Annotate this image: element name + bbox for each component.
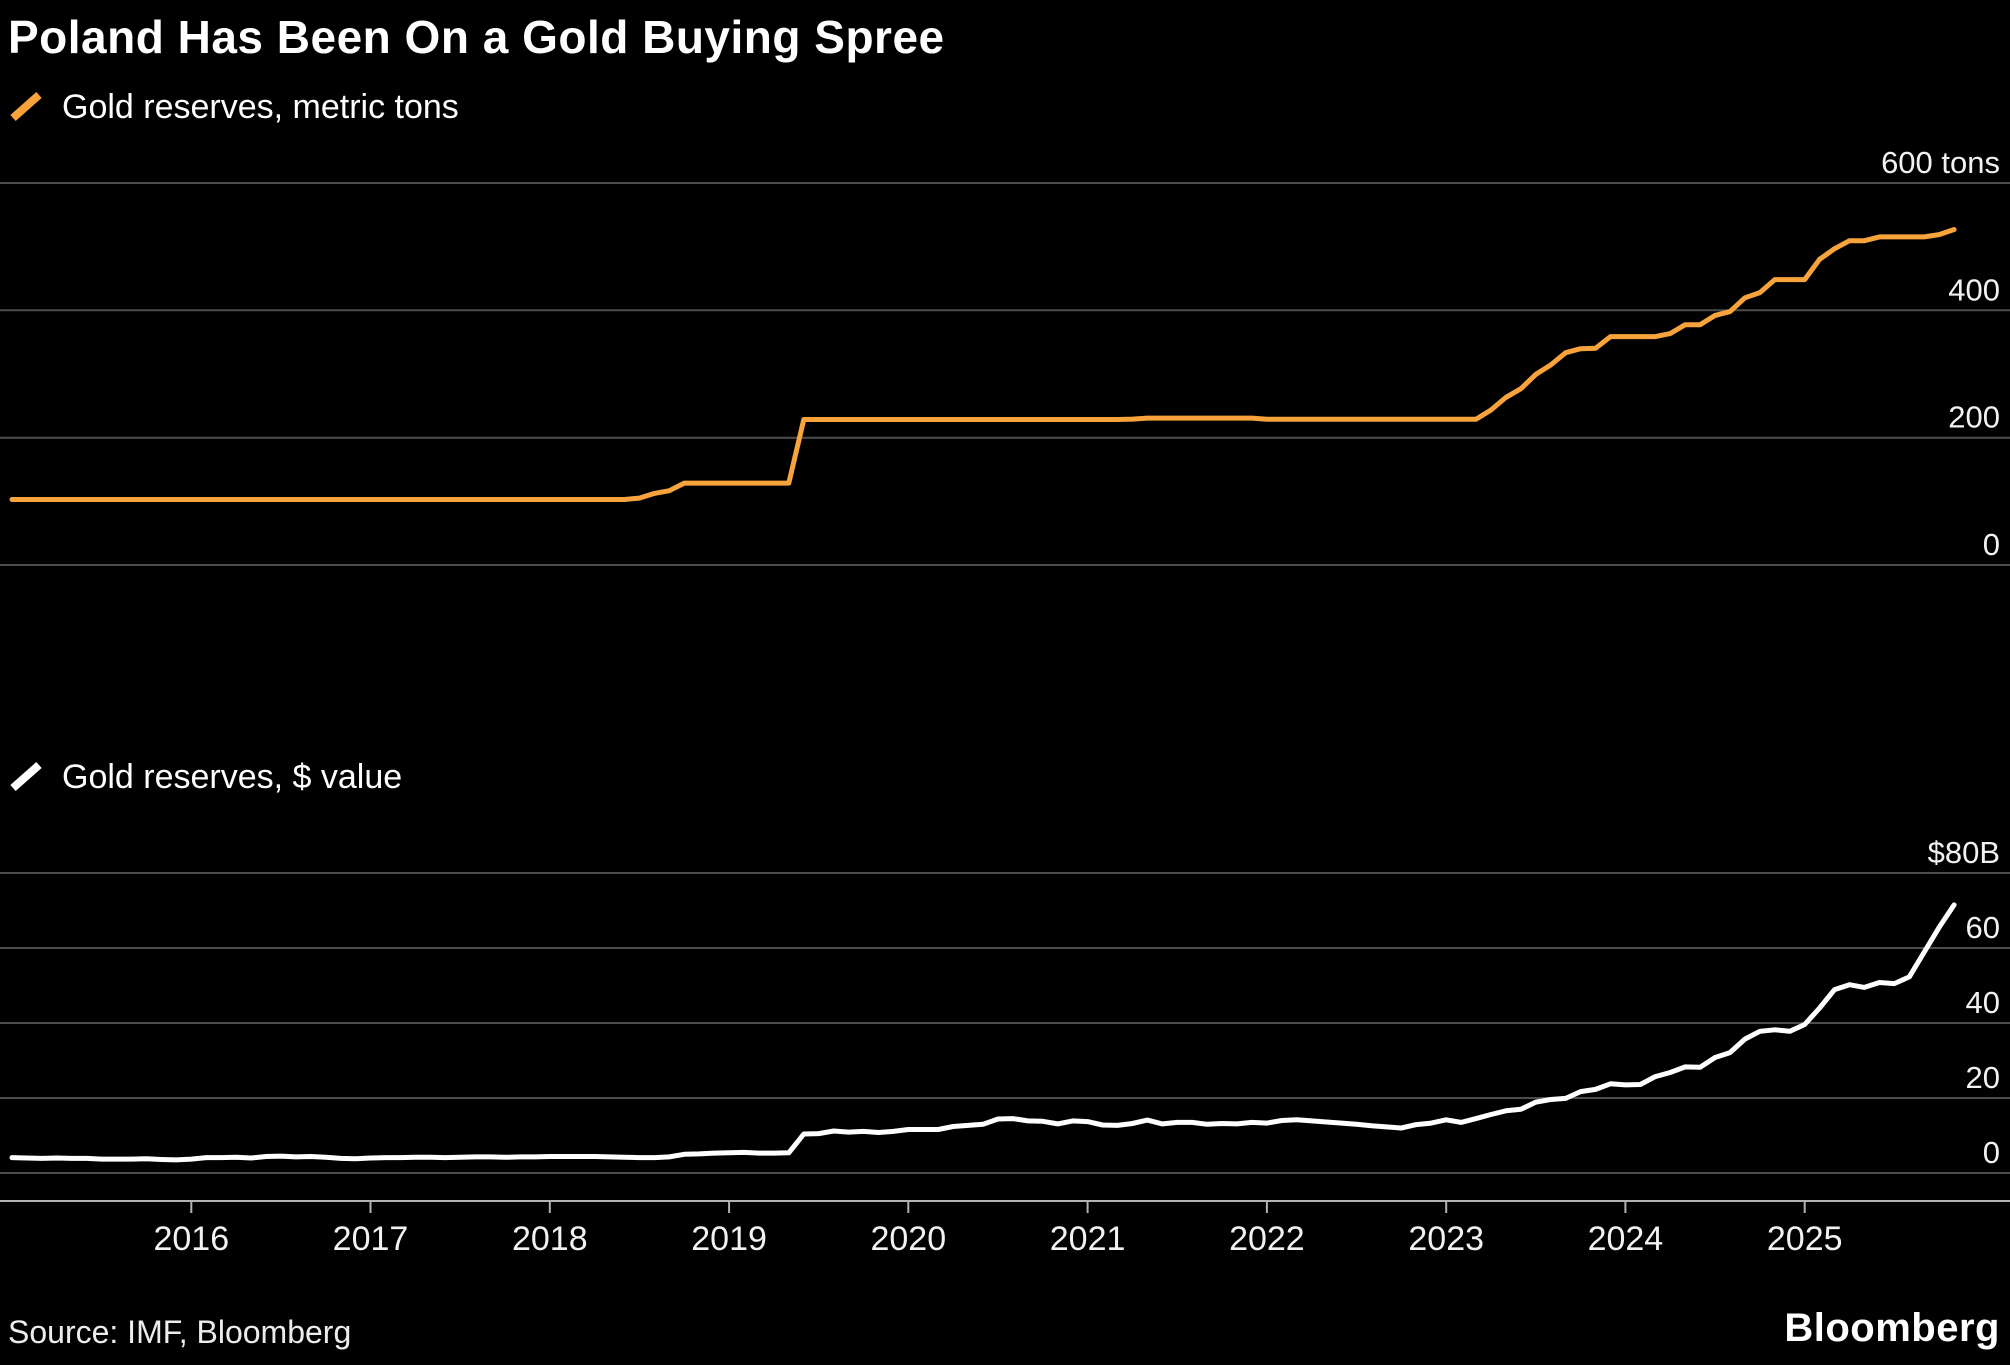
- svg-text:2017: 2017: [333, 1220, 409, 1258]
- orange-line-swatch-icon: [10, 92, 42, 121]
- svg-text:2022: 2022: [1229, 1220, 1305, 1258]
- gold-tons-chart: 0 200 400 600 tons: [0, 145, 2010, 566]
- svg-text:2018: 2018: [512, 1220, 588, 1258]
- source-note: Source: IMF, Bloomberg: [8, 1314, 352, 1350]
- svg-text:2025: 2025: [1767, 1220, 1843, 1258]
- svg-text:2021: 2021: [1050, 1220, 1126, 1258]
- legend-tons: Gold reserves, metric tons: [8, 86, 2010, 128]
- white-line-swatch-icon: [10, 762, 42, 791]
- legend-value-label: Gold reserves, $ value: [62, 757, 403, 796]
- svg-text:20: 20: [1966, 1060, 2000, 1095]
- bloomberg-logo: Bloomberg: [1784, 1306, 2000, 1350]
- svg-text:0: 0: [1983, 1135, 2000, 1170]
- footer: Source: IMF, Bloomberg Bloomberg: [0, 1306, 2010, 1365]
- svg-text:2023: 2023: [1408, 1220, 1484, 1258]
- legend-tons-label: Gold reserves, metric tons: [62, 87, 459, 126]
- page-title: Poland Has Been On a Gold Buying Spree: [8, 11, 945, 63]
- svg-text:600 tons: 600 tons: [1881, 145, 2000, 180]
- svg-text:2019: 2019: [691, 1220, 767, 1258]
- svg-text:2024: 2024: [1588, 1220, 1664, 1258]
- svg-text:40: 40: [1966, 985, 2000, 1020]
- svg-text:200: 200: [1948, 400, 2000, 435]
- svg-text:400: 400: [1948, 272, 2000, 307]
- svg-text:$80B: $80B: [1928, 835, 2000, 870]
- svg-text:2020: 2020: [870, 1220, 946, 1258]
- gold-value-chart: 0 20 40 60 $80B 2016 2017 2018 2019 2020 2021 2022 2…: [0, 835, 2010, 1258]
- legend-value: Gold reserves, $ value: [8, 756, 2010, 798]
- svg-text:2016: 2016: [153, 1220, 229, 1258]
- svg-text:60: 60: [1966, 910, 2000, 945]
- svg-text:0: 0: [1983, 527, 2000, 562]
